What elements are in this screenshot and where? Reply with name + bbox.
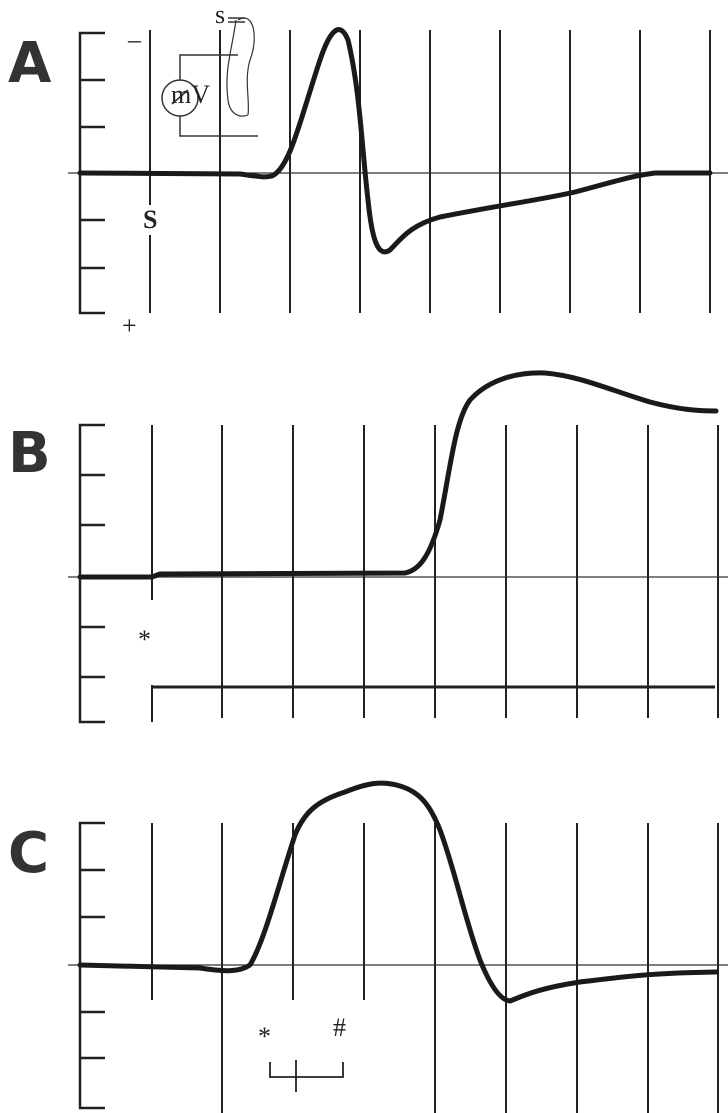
panel-label: B: [8, 421, 51, 486]
annotation: *: [258, 1022, 271, 1051]
bracket: [270, 1060, 343, 1092]
annotation: +: [122, 311, 137, 340]
inset-circuit: [162, 18, 258, 136]
panel-b: B *: [8, 373, 728, 722]
annotation: *: [138, 625, 151, 654]
trace: [80, 783, 716, 1001]
trace: [80, 30, 710, 252]
annotation: #: [333, 1013, 346, 1042]
panel-c: C * #: [8, 783, 728, 1113]
figure: A S – + s mV B *: [0, 0, 728, 1113]
inset-label: mV: [171, 80, 210, 109]
inset-label: s: [215, 0, 225, 29]
annotation: S: [143, 205, 157, 234]
panel-label: C: [8, 821, 49, 886]
panel-label: A: [8, 31, 52, 96]
panel-a: A S – + s mV: [8, 0, 728, 340]
annotation: –: [127, 25, 142, 54]
trace: [80, 373, 716, 577]
page: {"panels": [ {"label": "A", "annotations…: [0, 0, 728, 1113]
